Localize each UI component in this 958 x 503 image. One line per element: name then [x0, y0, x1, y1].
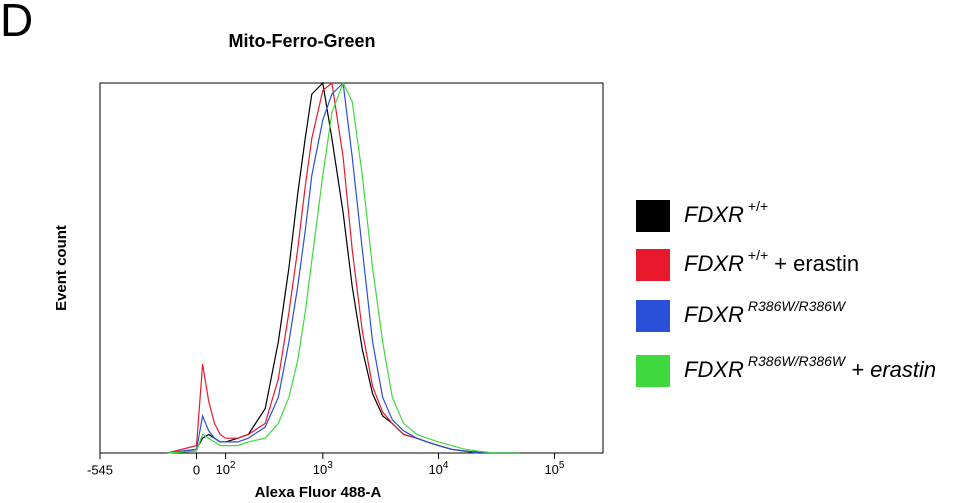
x-tick-exponent: 5 [559, 460, 565, 471]
panel-label: D [0, 0, 33, 46]
legend-gene: FDXR [684, 357, 744, 382]
legend-genotype: +/+ [748, 198, 768, 214]
x-tick-label: -545 [87, 462, 113, 477]
legend-treatment: + erastin [774, 251, 859, 276]
histogram-line [167, 81, 520, 454]
legend-treatment: + erastin [851, 357, 936, 382]
x-tick-base: 10 [313, 462, 327, 477]
legend-label: FDXR +/+ [684, 198, 768, 227]
x-tick-label: 102 [216, 460, 236, 478]
x-tick-base: 10 [216, 462, 230, 477]
legend-label: FDXR R386W/R386W [684, 298, 847, 327]
legend-swatch [636, 300, 670, 332]
legend-gene: FDXR [684, 251, 744, 276]
x-axis-label: Alexa Fluor 488-A [255, 484, 382, 501]
legend-label: FDXR R386W/R386W + erastin [684, 353, 936, 382]
legend-label: FDXR +/+ + erastin [684, 247, 859, 276]
histogram-line [167, 81, 520, 454]
legend-genotype: R386W/R386W [748, 298, 847, 314]
legend-genotype: +/+ [748, 247, 768, 263]
x-tick-base: 10 [428, 462, 442, 477]
histogram-line [167, 81, 520, 454]
legend-gene: FDXR [684, 202, 744, 227]
x-tick-label: 0 [193, 462, 200, 477]
x-tick-exponent: 4 [443, 460, 449, 471]
x-tick-exponent: 3 [327, 460, 333, 471]
x-tick-exponent: 2 [230, 460, 236, 471]
chart-title: Mito-Ferro-Green [228, 31, 375, 51]
legend-swatch [636, 200, 670, 232]
x-tick-label: 105 [544, 460, 564, 478]
x-tick-label: 103 [313, 460, 333, 478]
x-tick-label: 104 [428, 460, 448, 478]
x-tick-base: 10 [544, 462, 558, 477]
legend-genotype: R386W/R386W [748, 353, 847, 369]
legend-gene: FDXR [684, 302, 744, 327]
histogram-line [167, 81, 520, 454]
plot-frame [99, 82, 604, 454]
y-axis-label: Event count [53, 225, 70, 311]
legend-swatch [636, 355, 670, 387]
legend-swatch [636, 249, 670, 281]
